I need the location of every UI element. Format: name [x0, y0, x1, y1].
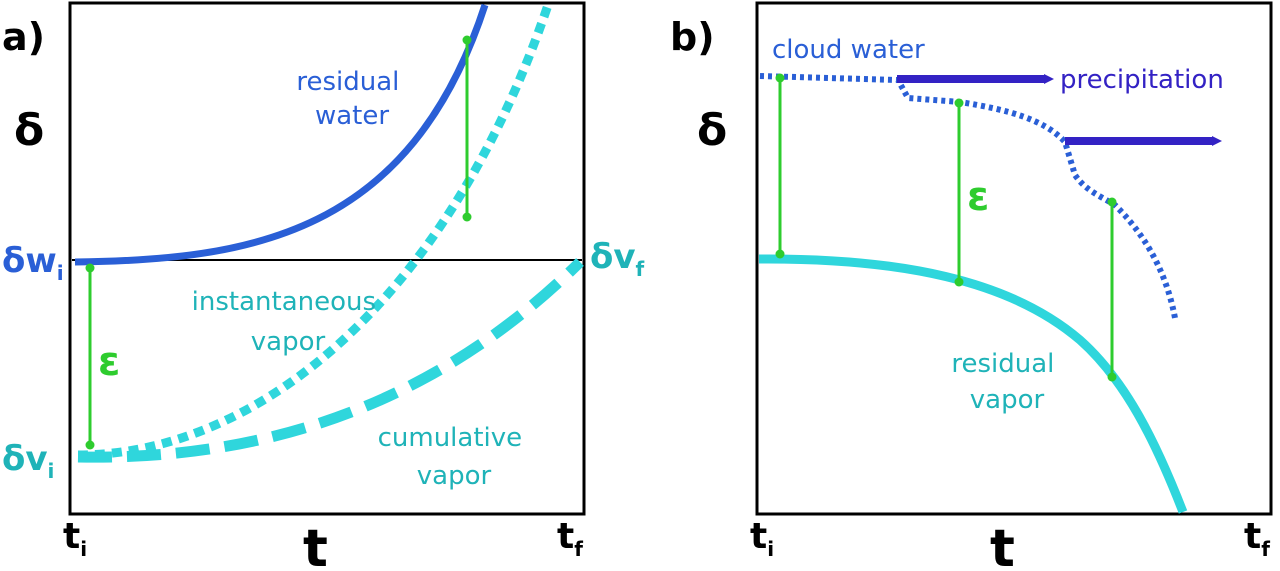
panel-a: a) δ t ti tf δwi δvf δvi ε residual wate…	[2, 1, 645, 571]
panel-a-t-start: ti	[63, 516, 87, 561]
residual-water-curve	[74, 3, 489, 266]
panel-b-epsilon-connector-3-bottom-dot	[1107, 372, 1117, 382]
epsilon-connector-initial-top-dot	[85, 263, 95, 273]
panel-b-epsilon-connector-1-bottom-dot	[775, 249, 785, 259]
panel-a-y-axis-label: δ	[14, 105, 44, 156]
panel-b-epsilon: ε	[967, 174, 989, 220]
panel-b-t-start: ti	[750, 516, 774, 561]
panel-a-frame	[68, 1, 586, 516]
panel-a-tag: a)	[2, 15, 45, 59]
epsilon-connector-initial-bottom-dot	[85, 440, 95, 450]
residual-water-label: residual water	[296, 67, 407, 131]
panel-b-epsilon-connector-2-bottom-dot	[954, 277, 964, 287]
panel-b-epsilon-connector-3-top-dot	[1107, 197, 1117, 207]
epsilon-connector-late-bottom-dot	[462, 212, 472, 222]
panel-b-epsilon-connector-2-top-dot	[954, 98, 964, 108]
instantaneous-vapor-curve	[77, 3, 553, 460]
panel-b-frame	[755, 1, 1273, 516]
panel-b-y-axis-label: δ	[697, 105, 727, 156]
label-dwi: δwi	[2, 241, 64, 285]
cloud-water-label: cloud water	[772, 35, 925, 65]
panel-b-x-axis-label: t	[990, 519, 1015, 571]
epsilon-connector-late-top-dot	[462, 35, 472, 45]
cumulative-vapor-label: cumulative vapor	[378, 423, 531, 491]
panel-b-t-end: tf	[1244, 516, 1270, 561]
panel-b: b) δ t ti tf cloud water precipitation ε…	[670, 1, 1273, 571]
panel-a-epsilon: ε	[98, 339, 120, 385]
panel-a-x-axis-label: t	[303, 519, 328, 571]
precipitation-label: precipitation	[1060, 65, 1224, 95]
label-dvi: δvi	[2, 439, 54, 483]
residual-vapor-label: residual vapor	[951, 349, 1062, 415]
panel-b-tag: b)	[670, 15, 715, 59]
label-dvf: δvf	[590, 237, 645, 281]
panel-a-t-end: tf	[557, 516, 583, 561]
residual-vapor-curve	[758, 254, 1188, 514]
instantaneous-vapor-label: instantaneous vapor	[192, 287, 385, 357]
cumulative-vapor-curve	[77, 258, 584, 463]
panel-b-epsilon-connector-1-top-dot	[775, 73, 785, 83]
